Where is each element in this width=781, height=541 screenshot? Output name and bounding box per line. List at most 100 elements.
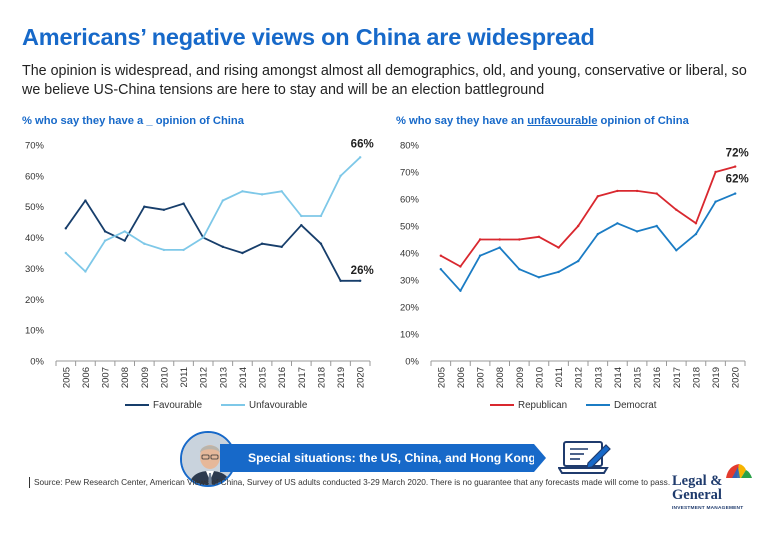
banner-arrow <box>534 444 546 472</box>
legend-label: Republican <box>518 400 567 411</box>
data-point <box>280 245 283 249</box>
data-point <box>518 238 521 241</box>
data-point <box>733 165 737 168</box>
chart-1-title-prefix: % who say they have a <box>22 115 147 127</box>
x-tick-label: 2018 <box>691 367 702 388</box>
y-tick-label: 80% <box>400 141 420 152</box>
data-point <box>339 279 342 282</box>
unfavourable-by-party-chart: 0% 10% 20% 30% 40% 50% 60% 70% 80% 2005 2006 2007 20… <box>400 141 749 412</box>
data-point <box>221 199 225 202</box>
x-tick-label: 2006 <box>81 367 92 388</box>
y-tick-label: 20% <box>400 303 420 314</box>
data-point <box>300 214 303 218</box>
x-tick-label: 2007 <box>476 367 487 388</box>
logo-wordmark: Legal & General <box>672 473 723 503</box>
data-point <box>182 202 185 205</box>
data-point <box>694 222 698 225</box>
x-tick-label: 2017 <box>297 367 308 388</box>
data-point <box>675 208 678 211</box>
y-tick-label: 40% <box>400 249 420 260</box>
x-tick-label: 2019 <box>336 367 347 388</box>
data-point <box>319 214 323 218</box>
data-point <box>596 232 600 236</box>
chart-1-title-suffix: opinion of China <box>152 115 244 127</box>
y-tick-label: 60% <box>25 171 45 182</box>
series-line-favourable <box>65 199 361 282</box>
data-point <box>162 248 166 252</box>
series-line-democrat <box>440 192 736 292</box>
data-point <box>576 224 580 228</box>
x-tick-label: 2017 <box>672 367 683 388</box>
chart-1-title-blank: _ <box>146 115 153 127</box>
series-line-republican <box>440 165 736 268</box>
y-tick-label: 40% <box>25 233 45 244</box>
x-tick-label: 2016 <box>277 367 288 388</box>
x-tick-label: 2019 <box>711 367 722 388</box>
data-point <box>714 200 717 203</box>
data-point <box>358 156 362 159</box>
chart-2-title: % who say they have an unfavourable opin… <box>396 115 689 127</box>
y-tick-label: 0% <box>405 357 419 368</box>
x-tick-label: 2009 <box>140 367 151 388</box>
chart-1-title: % who say they have a _ opinion of China <box>22 115 244 127</box>
end-value-label: 62% <box>726 174 749 186</box>
data-point <box>459 265 462 268</box>
page-title: Americans’ negative views on China are w… <box>22 24 595 50</box>
x-tick-label: 2011 <box>179 367 190 387</box>
x-tick-label: 2016 <box>652 367 663 388</box>
data-point <box>358 279 362 282</box>
y-tick-label: 50% <box>400 222 420 233</box>
data-point <box>655 192 658 195</box>
y-tick-label: 10% <box>25 326 45 337</box>
x-tick-label: 2007 <box>101 367 112 388</box>
chart-2-title-suffix: opinion of China <box>597 115 689 127</box>
x-tick-label: 2008 <box>120 367 131 388</box>
data-point <box>498 246 501 249</box>
data-point <box>241 251 244 255</box>
data-point <box>537 235 541 238</box>
data-point <box>576 259 580 263</box>
x-tick-label: 2020 <box>356 367 367 388</box>
x-tick-label: 2012 <box>574 367 585 388</box>
x-tick-label: 2010 <box>159 367 170 388</box>
x-tick-label: 2015 <box>258 367 269 388</box>
y-tick-label: 10% <box>400 330 420 341</box>
data-point <box>733 192 737 195</box>
legend-label: Favourable <box>153 400 203 411</box>
data-point <box>339 174 342 178</box>
data-point <box>241 190 244 193</box>
end-value-label: 26% <box>351 265 374 277</box>
y-tick-label: 70% <box>400 168 420 179</box>
y-tick-label: 30% <box>400 276 420 287</box>
x-tick-label: 2012 <box>199 367 210 388</box>
x-tick-label: 2011 <box>554 367 565 387</box>
data-point <box>103 230 107 233</box>
data-point <box>478 254 482 257</box>
data-point <box>439 268 443 271</box>
data-point <box>300 224 303 227</box>
legend-label: Unfavourable <box>249 400 308 411</box>
series-line-unfavourable <box>65 156 361 273</box>
data-point <box>143 242 146 245</box>
data-point <box>162 208 166 211</box>
x-tick-label: 2014 <box>613 367 624 388</box>
data-point <box>64 227 68 230</box>
data-point <box>596 195 600 198</box>
data-point <box>319 242 323 245</box>
data-point <box>616 222 619 225</box>
end-value-label: 72% <box>726 148 749 160</box>
data-point <box>103 239 107 242</box>
x-tick-label: 2005 <box>61 367 72 388</box>
data-point <box>518 268 521 271</box>
x-tick-label: 2018 <box>316 367 327 388</box>
y-tick-label: 50% <box>25 202 45 213</box>
banner-label[interactable]: Special situations: the US, China, and H… <box>220 444 536 472</box>
laptop-pen-icon[interactable] <box>557 439 614 482</box>
x-tick-label: 2010 <box>534 367 545 388</box>
x-tick-label: 2008 <box>495 367 506 388</box>
data-point <box>260 193 264 196</box>
legend-label: Democrat <box>614 400 657 411</box>
x-tick-label: 2013 <box>218 367 229 388</box>
data-point <box>143 205 146 208</box>
data-point <box>616 189 619 193</box>
